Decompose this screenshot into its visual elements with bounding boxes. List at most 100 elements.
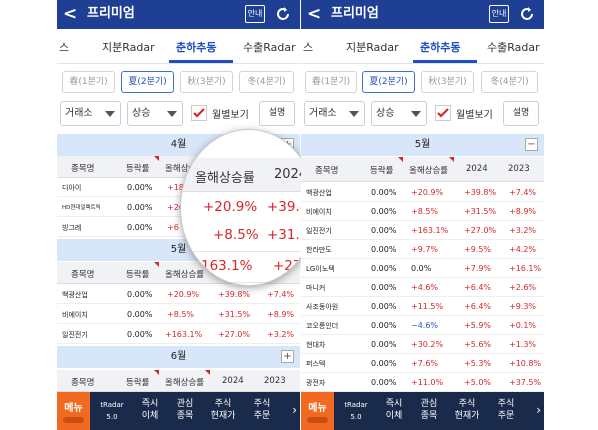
nav-instant-transfer[interactable]: 즉시 이체 [135, 398, 165, 422]
season-autumn-button[interactable]: 秋(3분기) [421, 71, 474, 93]
chevron-right-icon[interactable]: › [292, 403, 297, 417]
refresh-icon[interactable] [518, 5, 536, 23]
table-row[interactable]: LG이노텍 0.00% 0.0% +7.9% +16.1% [301, 259, 544, 278]
description-button[interactable]: 설명 [259, 101, 295, 126]
nav-current-price[interactable]: 주식 현재가 [204, 398, 242, 422]
expand-icon[interactable]: + [281, 350, 294, 363]
month-header-june[interactable]: 6월 + [57, 346, 300, 368]
zoom-col-ytd: 올해상승률 [195, 171, 255, 186]
season-autumn-button[interactable]: 秋(3분기) [180, 71, 233, 93]
table-row[interactable]: 백광산업 0.00% +20.9% +39.8% +7.4% [301, 183, 544, 202]
right-screen: < 프리미엄 안내 스 지분Radar 춘하추동 수출Radar 春(1분기) … [301, 0, 544, 430]
col-change[interactable]: 등락률 [370, 166, 394, 176]
tab-seasons[interactable]: 춘하추동 [420, 41, 461, 54]
table-row[interactable]: 광전자 0.00% +11.0% +5.0% +37.5% [301, 373, 544, 392]
col-name: 종목명 [71, 378, 95, 388]
title-bar: < 프리미엄 안내 [301, 0, 544, 29]
direction-select[interactable]: 상승 [371, 101, 427, 126]
collapse-icon[interactable]: − [525, 138, 538, 151]
table-row[interactable]: 일진전기 0.00% +163.1% +27.0% +3.2% [57, 325, 300, 344]
stock-chg: 0.00% [371, 226, 397, 235]
stock-ytd: +30.2% [411, 340, 444, 349]
tab-prev[interactable]: 스 [303, 41, 314, 54]
col-2024[interactable]: 2024 [466, 164, 488, 174]
nav-tradar[interactable]: tRadar 5.0 [97, 399, 127, 423]
col-ytd[interactable]: 올해상승률 [165, 378, 205, 388]
table-row[interactable]: 퍼스텍 0.00% +7.6% +5.3% +10.8% [301, 354, 544, 373]
stock-y2023: +8.9% [509, 207, 537, 216]
check-icon [437, 108, 449, 118]
table-row[interactable]: 마니커 0.00% +4.6% +6.4% +2.6% [301, 278, 544, 297]
back-arrow-icon[interactable]: < [307, 4, 322, 24]
column-header: 종목명 등락률 올해상승률 2024 2023 [301, 157, 544, 182]
col-2023[interactable]: 2023 [264, 376, 286, 386]
menu-badge-icon [63, 417, 84, 423]
monthly-checkbox[interactable] [435, 105, 451, 121]
stock-ytd: +9.7% [411, 245, 439, 254]
monthly-label: 월별보기 [456, 110, 493, 121]
col-change[interactable]: 등락률 [126, 164, 150, 174]
col-2024[interactable]: 2024 [222, 376, 244, 386]
season-winter-button[interactable]: 冬(4분기) [239, 71, 294, 93]
stock-ytd: +20.9% [411, 188, 444, 197]
table-row[interactable]: 비에이치 0.00% +8.5% +31.5% +8.9% [57, 305, 300, 324]
table-row[interactable]: 한라만도 0.00% +9.7% +9.5% +4.2% [301, 240, 544, 259]
info-button[interactable]: 안내 [489, 5, 509, 23]
stock-y2024: +39.8% [464, 188, 497, 197]
description-button[interactable]: 설명 [503, 101, 539, 126]
stock-chg: 0.00% [371, 359, 397, 368]
nav-watchlist[interactable]: 관심 종목 [170, 398, 200, 422]
nav-watchlist[interactable]: 관심 종목 [414, 398, 444, 422]
nav-order[interactable]: 주식 주문 [491, 398, 521, 422]
stock-ytd: +26 [167, 203, 184, 212]
season-summer-button[interactable]: 夏(2분기) [362, 71, 415, 93]
table-row[interactable]: 디아이 0.00% +18 [57, 178, 300, 197]
menu-button[interactable]: 메뉴 [301, 392, 334, 430]
table-row[interactable]: 현대차 0.00% +30.2% +5.6% +1.3% [301, 335, 544, 354]
col-ytd[interactable]: 올해상승률 [409, 166, 449, 176]
stock-chg: 0.00% [371, 264, 397, 273]
bottom-nav: 메뉴 tRadar 5.0 즉시 이체 관심 종목 주식 현재가 주식 주문 › [301, 392, 544, 430]
table-row[interactable]: 빙그레 0.00% +6 [57, 218, 300, 237]
nav-order[interactable]: 주식 주문 [247, 398, 277, 422]
col-ytd[interactable]: 올해상승률 [165, 270, 205, 280]
tab-stake-radar[interactable]: 지분Radar [102, 41, 155, 54]
menu-button[interactable]: 메뉴 [57, 392, 90, 430]
stock-chg: 0.00% [371, 340, 397, 349]
back-arrow-icon[interactable]: < [63, 4, 78, 24]
table-row[interactable]: 코오롱인더 0.00% −4.6% +5.9% +0.1% [301, 316, 544, 335]
col-change[interactable]: 등락률 [126, 270, 150, 280]
nav-tradar[interactable]: tRadar 5.0 [341, 399, 371, 423]
tab-export-radar[interactable]: 수출Radar [487, 41, 540, 54]
chevron-right-icon[interactable]: › [536, 403, 541, 417]
refresh-icon[interactable] [274, 5, 292, 23]
monthly-checkbox[interactable] [191, 105, 207, 121]
tab-seasons[interactable]: 춘하추동 [176, 41, 217, 54]
tab-export-radar[interactable]: 수출Radar [243, 41, 296, 54]
stock-chg: 0.00% [371, 207, 397, 216]
table-row[interactable]: 일진전기 0.00% +163.1% +27.0% +3.2% [301, 221, 544, 240]
col-change[interactable]: 등락률 [126, 378, 150, 388]
stock-chg: 0.00% [371, 302, 397, 311]
direction-select[interactable]: 상승 [127, 101, 183, 126]
col-2023[interactable]: 2023 [508, 164, 530, 174]
exchange-select[interactable]: 거래소 [304, 101, 365, 126]
table-row[interactable]: 사조동아원 0.00% +11.5% +6.4% +9.3% [301, 297, 544, 316]
table-row[interactable]: 비에이치 0.00% +8.5% +31.5% +8.9% [301, 202, 544, 221]
nav-instant-transfer[interactable]: 즉시 이체 [379, 398, 409, 422]
table-row[interactable]: HD현대일렉트릭 0.00% +26 [57, 198, 300, 217]
nav-current-price[interactable]: 주식 현재가 [448, 398, 486, 422]
table-row[interactable]: 백광산업 0.00% +20.9% +39.8% +7.4% [57, 285, 300, 304]
stock-chg: 0.00% [371, 378, 397, 387]
stock-y2024: +9.5% [464, 245, 492, 254]
exchange-select[interactable]: 거래소 [60, 101, 121, 126]
tab-prev[interactable]: 스 [59, 41, 70, 54]
season-spring-button[interactable]: 春(1분기) [305, 71, 357, 93]
month-header-may[interactable]: 5월 − [301, 134, 544, 156]
info-button[interactable]: 안내 [245, 5, 265, 23]
stock-name: 마니커 [306, 284, 326, 292]
season-spring-button[interactable]: 春(1분기) [62, 71, 115, 93]
season-winter-button[interactable]: 冬(4분기) [481, 71, 538, 93]
tab-stake-radar[interactable]: 지분Radar [346, 41, 399, 54]
season-summer-button[interactable]: 夏(2분기) [121, 71, 174, 93]
